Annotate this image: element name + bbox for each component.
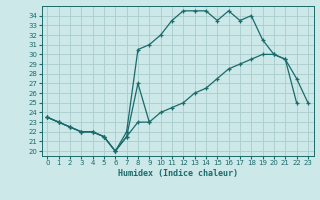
- X-axis label: Humidex (Indice chaleur): Humidex (Indice chaleur): [118, 169, 237, 178]
